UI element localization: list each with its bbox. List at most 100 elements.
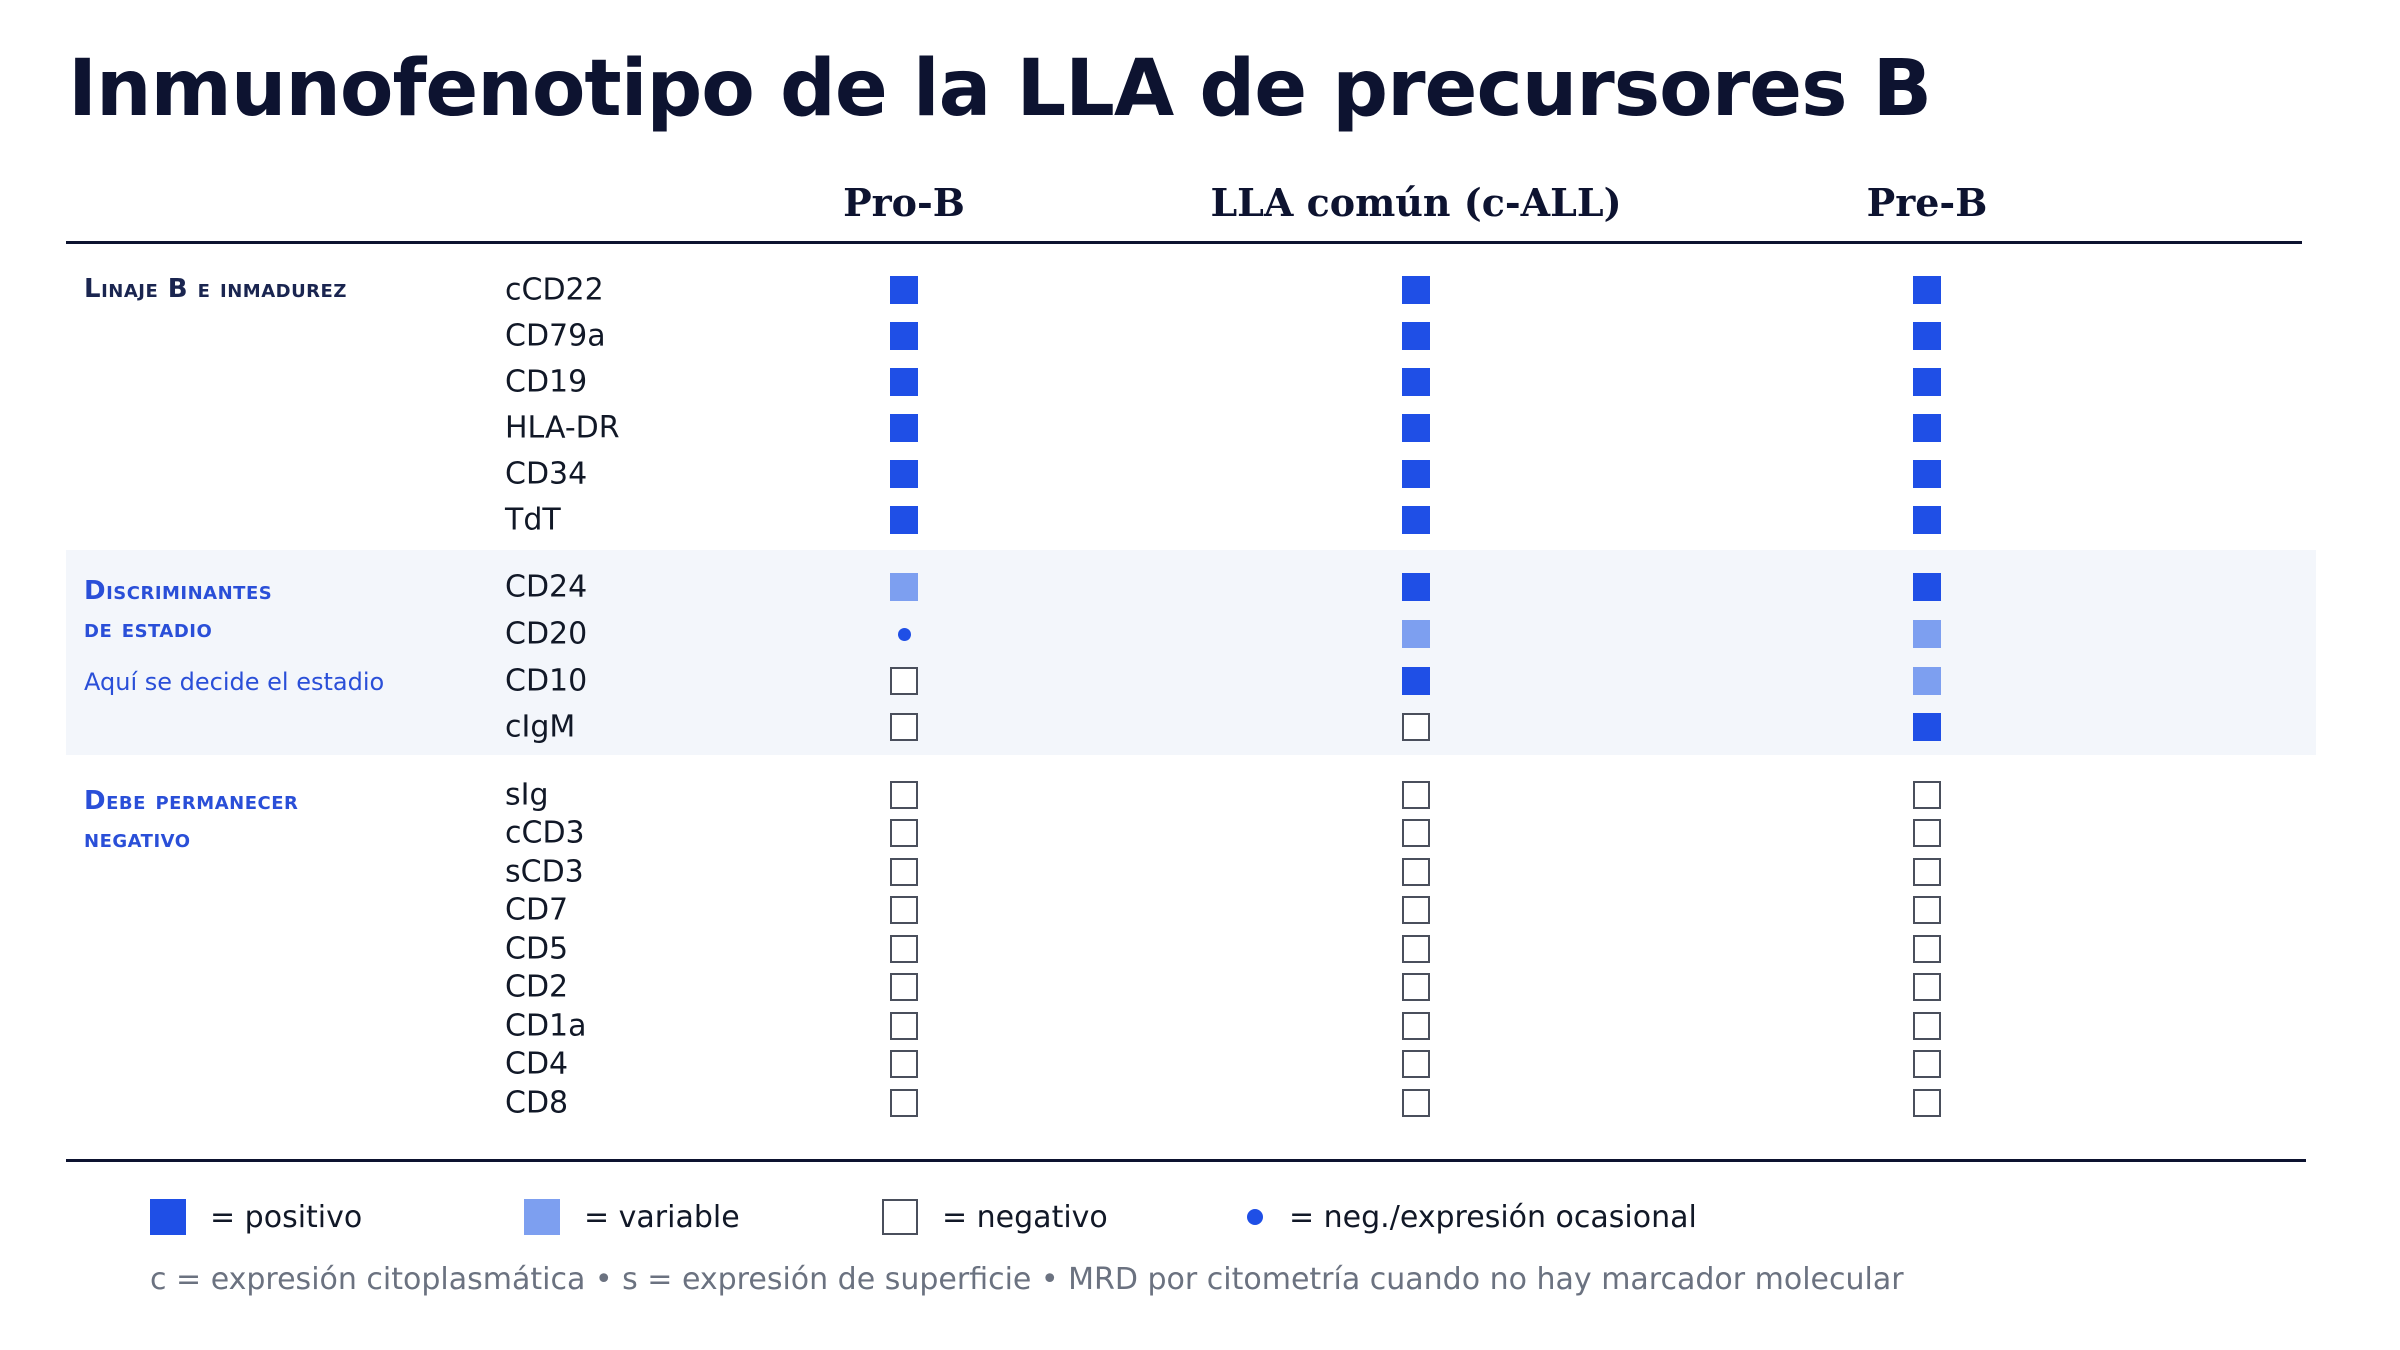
- negative-swatch: [882, 1199, 918, 1235]
- marker-label: CD4: [505, 1046, 569, 1082]
- cell-negative-pro-b: [890, 781, 918, 809]
- cell-variable-pre-b: [1913, 620, 1941, 648]
- marker-label: HLA-DR: [505, 410, 620, 446]
- variable-swatch: [524, 1199, 560, 1235]
- cell-negative-pre-b: [1913, 935, 1941, 963]
- cell-negative-pro-b: [890, 1012, 918, 1040]
- group-label-line: Linaje B e inmadurez: [84, 274, 347, 304]
- cell-positive-pro-b: [890, 276, 918, 304]
- marker-label: sIg: [505, 777, 549, 813]
- cell-variable-pre-b: [1913, 667, 1941, 695]
- marker-label: CD2: [505, 969, 569, 1005]
- legend-positive: = positivo: [150, 1191, 362, 1243]
- cell-negative-c-all: [1402, 858, 1430, 886]
- cell-negative-c-all: [1402, 1050, 1430, 1078]
- cell-positive-pro-b: [890, 506, 918, 534]
- marker-label: CD7: [505, 892, 569, 928]
- group-label-line: negativo: [84, 824, 191, 854]
- cell-negative-c-all: [1402, 713, 1430, 741]
- cell-negative-pre-b: [1913, 1089, 1941, 1117]
- column-header-c-all: LLA común (c-ALL): [1210, 180, 1622, 225]
- cell-positive-pro-b: [890, 414, 918, 442]
- legend-variable: = variable: [524, 1191, 740, 1243]
- footnote: c = expresión citoplasmática • s = expre…: [150, 1262, 1904, 1297]
- cell-negative-pro-b: [890, 973, 918, 1001]
- legend-positive-text: = positivo: [210, 1199, 363, 1235]
- cell-negative-pre-b: [1913, 973, 1941, 1001]
- cell-negative-c-all: [1402, 935, 1430, 963]
- legend-variable-text: = variable: [584, 1199, 740, 1235]
- cell-positive-pro-b: [890, 368, 918, 396]
- cell-positive-pre-b: [1913, 460, 1941, 488]
- cell-negative-pro-b: [890, 1089, 918, 1117]
- cell-positive-c-all: [1402, 276, 1430, 304]
- cell-negative-c-all: [1402, 781, 1430, 809]
- positive-swatch: [150, 1199, 186, 1235]
- marker-label: CD20: [505, 616, 588, 652]
- group-label-line: Debe permanecer: [84, 786, 299, 816]
- cell-negative-pre-b: [1913, 819, 1941, 847]
- cell-negative-pre-b: [1913, 858, 1941, 886]
- marker-label: cIgM: [505, 709, 576, 745]
- cell-positive-c-all: [1402, 667, 1430, 695]
- stage-discriminator-band: [66, 550, 2316, 755]
- legend-occasional-text: = neg./expresión ocasional: [1289, 1199, 1697, 1235]
- cell-positive-pre-b: [1913, 276, 1941, 304]
- cell-negative-pre-b: [1913, 1050, 1941, 1078]
- cell-negative-pro-b: [890, 713, 918, 741]
- cell-positive-c-all: [1402, 368, 1430, 396]
- cell-negative-pre-b: [1913, 1012, 1941, 1040]
- group-label-line: de estadio: [84, 614, 213, 644]
- cell-positive-pre-b: [1913, 506, 1941, 534]
- marker-label: CD19: [505, 364, 588, 400]
- cell-variable-pro-b: [890, 573, 918, 601]
- cell-positive-c-all: [1402, 322, 1430, 350]
- group-label-2: Discriminantes de estadio: [84, 572, 272, 648]
- cell-negative-pro-b: [890, 819, 918, 847]
- cell-negative-pre-b: [1913, 781, 1941, 809]
- cell-positive-pre-b: [1913, 713, 1941, 741]
- cell-negative-c-all: [1402, 973, 1430, 1001]
- marker-label: cCD22: [505, 272, 604, 308]
- legend-occasional: = neg./expresión ocasional: [1247, 1191, 1697, 1243]
- cell-negative-c-all: [1402, 819, 1430, 847]
- cell-variable-c-all: [1402, 620, 1430, 648]
- cell-positive-c-all: [1402, 573, 1430, 601]
- marker-label: CD8: [505, 1085, 569, 1121]
- marker-label: sCD3: [505, 854, 584, 890]
- marker-label: CD24: [505, 569, 588, 605]
- cell-negative-pro-b: [890, 1050, 918, 1078]
- cell-negative-pro-b: [890, 858, 918, 886]
- marker-label: CD10: [505, 663, 588, 699]
- cell-negative-c-all: [1402, 1012, 1430, 1040]
- cell-positive-c-all: [1402, 460, 1430, 488]
- group-label-3: Debe permanecer negativo: [84, 782, 298, 858]
- page-title: Inmunofenotipo de la LLA de precursores …: [68, 44, 1932, 134]
- cell-negative-pro-b: [890, 935, 918, 963]
- cell-positive-pre-b: [1913, 368, 1941, 396]
- marker-label: TdT: [505, 502, 561, 538]
- cell-negative-pre-b: [1913, 896, 1941, 924]
- marker-label: CD5: [505, 931, 569, 967]
- group-subtitle: Aquí se decide el estadio: [84, 668, 385, 696]
- cell-positive-pre-b: [1913, 573, 1941, 601]
- cell-positive-c-all: [1402, 506, 1430, 534]
- cell-positive-c-all: [1402, 414, 1430, 442]
- footer-rule: [66, 1159, 2306, 1162]
- marker-label: cCD3: [505, 815, 585, 851]
- legend-negative: = negativo: [882, 1191, 1108, 1243]
- cell-negative-c-all: [1402, 1089, 1430, 1117]
- marker-label: CD1a: [505, 1008, 587, 1044]
- marker-label: CD79a: [505, 318, 606, 354]
- cell-negative-pro-b: [890, 896, 918, 924]
- cell-positive-pre-b: [1913, 322, 1941, 350]
- cell-negative-c-all: [1402, 896, 1430, 924]
- cell-positive-pro-b: [890, 322, 918, 350]
- group-label-line: Discriminantes: [84, 576, 273, 606]
- occasional-dot-icon: [1247, 1199, 1265, 1235]
- marker-label: CD34: [505, 456, 588, 492]
- legend-negative-text: = negativo: [942, 1199, 1108, 1235]
- group-label-1: Linaje B e inmadurez: [84, 270, 347, 308]
- column-header-pro-b: Pro-B: [843, 180, 965, 225]
- cell-negative-pro-b: [890, 667, 918, 695]
